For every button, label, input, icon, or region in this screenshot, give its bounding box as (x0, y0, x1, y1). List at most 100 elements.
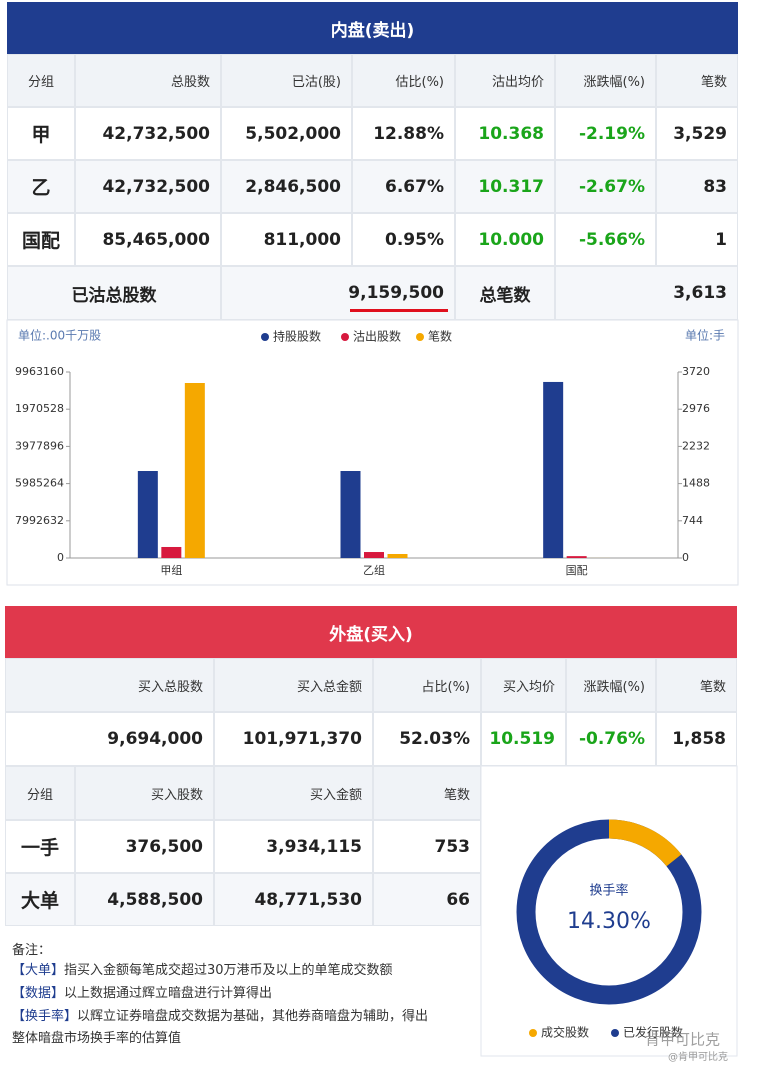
y2-tick-label: 2976 (682, 402, 710, 415)
legend-dot (261, 333, 269, 341)
header-cell: 已沽(股) (221, 54, 352, 107)
data-cell: 101,971,370 (214, 712, 373, 766)
header-cell: 买入均价 (481, 658, 566, 712)
donut-slice (516, 819, 702, 1005)
y-tick-label: 0 (57, 551, 64, 564)
data-cell: -2.67% (555, 160, 656, 213)
data-cell: 4,588,500 (75, 873, 214, 926)
header-cell: 涨跌幅(%) (555, 54, 656, 107)
legend-dot (529, 1029, 537, 1037)
data-cell: 6.67% (352, 160, 455, 213)
data-cell: -5.66% (555, 213, 656, 266)
header-cell: 笔数 (656, 658, 737, 712)
legend-label: 笔数 (428, 329, 452, 344)
legend-dot (611, 1029, 619, 1037)
legend-label: 成交股数 (541, 1025, 589, 1040)
bar (161, 546, 182, 558)
header-cell: 占比(%) (373, 658, 481, 712)
y2-tick-label: 2232 (682, 439, 710, 452)
donut-panel (480, 765, 738, 1057)
unit-right: 单位:手 (685, 328, 725, 343)
header-cell: 买入总金额 (214, 658, 373, 712)
y2-tick-label: 1488 (682, 477, 710, 490)
note-text: 以上数据通过辉立暗盘进行计算得出 (64, 986, 273, 1001)
note-tag: 【数据】 (12, 986, 65, 1001)
header-cell: 涨跌幅(%) (566, 658, 656, 712)
unit-left: 单位:.00千万股 (18, 328, 101, 343)
y-tick-label: 5985264 (15, 477, 64, 490)
data-cell: 1 (656, 213, 738, 266)
x-tick-label: 甲组 (160, 563, 182, 577)
header-cell: 估比(%) (352, 54, 455, 107)
donut-label: 换手率 (589, 883, 628, 899)
data-cell: -0.76% (566, 712, 656, 766)
data-cell: 0.95% (352, 213, 455, 266)
y-tick-label: 7992632 (15, 514, 64, 527)
note-tag: 【大单】 (12, 963, 65, 978)
watermark: @肯甲可比克 (668, 1050, 728, 1063)
header-cell: 买入股数 (75, 766, 214, 820)
notes-title: 备注： (12, 942, 52, 958)
header-cell: 买入金额 (214, 766, 373, 820)
x-tick-label: 乙组 (363, 563, 385, 577)
header-cell: 笔数 (656, 54, 738, 107)
bar (137, 471, 158, 558)
total-count-label: 总笔数 (455, 266, 555, 320)
data-cell: 42,732,500 (75, 107, 221, 160)
note: 【大单】指买入金额每笔成交超过30万港币及以上的单笔成交数额 (12, 960, 432, 982)
y2-tick-label: 744 (682, 514, 703, 527)
data-cell: 3,529 (656, 107, 738, 160)
underline (350, 309, 448, 312)
y2-tick-label: 0 (682, 551, 689, 564)
data-cell: 国配 (7, 213, 75, 266)
bar (184, 383, 205, 558)
y-tick-label: 1970528 (15, 402, 64, 415)
data-cell: 5,502,000 (221, 107, 352, 160)
data-cell: 3,934,115 (214, 820, 373, 873)
legend-label: 沽出股数 (353, 329, 401, 344)
data-cell: 10.519 (481, 712, 566, 766)
chart-frame (6, 319, 739, 586)
data-cell: 2,846,500 (221, 160, 352, 213)
data-cell: 9,694,000 (5, 712, 214, 766)
data-cell: 753 (373, 820, 481, 873)
legend-dot (416, 333, 424, 341)
header-cell: 沽出均价 (455, 54, 555, 107)
data-cell: 10.368 (455, 107, 555, 160)
bar (566, 556, 587, 558)
data-cell: 乙 (7, 160, 75, 213)
data-cell: 52.03% (373, 712, 481, 766)
data-cell: 42,732,500 (75, 160, 221, 213)
data-cell: 10.000 (455, 213, 555, 266)
data-cell: 12.88% (352, 107, 455, 160)
data-cell: 1,858 (656, 712, 737, 766)
legend-label: 持股股数 (273, 329, 321, 344)
bar (340, 471, 361, 558)
data-cell: 48,771,530 (214, 873, 373, 926)
total-count: 3,613 (555, 266, 738, 320)
note-tag: 【换手率】 (12, 1009, 78, 1024)
y-tick-label: 9963160 (15, 365, 64, 378)
note-text: 以辉立证券暗盘成交数据为基础，其他券商暗盘为辅助，得出整体暗盘市场换手率的估算值 (12, 1009, 429, 1046)
data-cell: -2.19% (555, 107, 656, 160)
data-cell: 376,500 (75, 820, 214, 873)
y2-tick-label: 3720 (682, 365, 710, 378)
data-cell: 83 (656, 160, 738, 213)
watermark: 肯甲可比克 (645, 1031, 720, 1049)
bar (543, 381, 564, 558)
data-cell: 85,465,000 (75, 213, 221, 266)
total-label: 已沽总股数 (7, 266, 221, 320)
header-cell: 买入总股数 (5, 658, 214, 712)
header-cell: 分组 (7, 54, 75, 107)
bar (364, 552, 384, 558)
header-cell: 分组 (5, 766, 75, 820)
x-tick-label: 国配 (566, 564, 588, 577)
note: 【数据】以上数据通过辉立暗盘进行计算得出 (12, 983, 432, 1005)
data-cell: 10.317 (455, 160, 555, 213)
data-cell: 811,000 (221, 213, 352, 266)
data-cell: 一手 (5, 820, 75, 873)
section-title: 内盘(卖出) (7, 2, 738, 54)
section-title: 外盘(买入) (5, 606, 737, 658)
